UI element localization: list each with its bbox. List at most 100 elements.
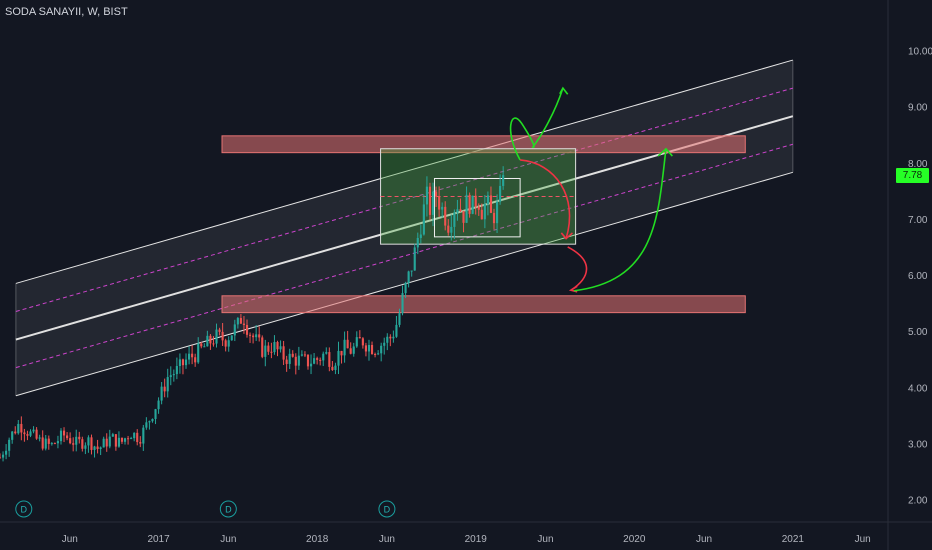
candle-body	[291, 353, 294, 357]
y-tick-label: 5.00	[908, 327, 928, 338]
x-tick-label: Jun	[696, 534, 712, 545]
candle-body	[444, 206, 447, 226]
candle-body	[306, 354, 310, 367]
x-tick-label: 2018	[306, 534, 329, 545]
candle-body	[416, 237, 419, 248]
resistance-zone-2	[221, 295, 746, 314]
candle-body	[367, 344, 371, 352]
candle-body	[215, 329, 218, 344]
candle-body	[32, 429, 35, 432]
candle-body	[282, 346, 285, 360]
candle-body	[84, 445, 87, 449]
candle-body	[93, 446, 96, 450]
candle-body	[431, 191, 435, 215]
candle-body	[264, 345, 267, 357]
candle-body	[148, 421, 151, 423]
candle-body	[169, 375, 172, 378]
candle-body	[495, 201, 499, 224]
candle-body	[236, 318, 239, 325]
candle-body	[441, 206, 444, 210]
candle-body	[1, 454, 5, 458]
candle-body	[224, 340, 227, 347]
candle-body	[309, 363, 313, 367]
candle-body	[38, 437, 41, 439]
candle-body	[279, 346, 282, 350]
candle-body	[218, 329, 221, 332]
candle-body	[209, 335, 212, 344]
candle-body	[322, 353, 325, 361]
dividend-marker	[219, 500, 237, 518]
y-tick-label: 6.00	[908, 271, 928, 282]
candle-body	[422, 204, 425, 235]
candle-body	[111, 434, 114, 437]
dividend-marker	[15, 500, 33, 518]
candle-body	[206, 335, 209, 347]
candle-body	[328, 352, 331, 367]
candle-body	[47, 438, 50, 444]
chart-title: SODA SANAYII, W, BIST	[5, 6, 128, 18]
candle-body	[273, 342, 276, 353]
candle-body	[383, 342, 386, 346]
candle-body	[261, 337, 264, 357]
recovery-arrow	[573, 148, 667, 292]
candle-body	[0, 457, 2, 459]
candle-body	[474, 195, 477, 207]
candle-body	[53, 443, 56, 445]
candle-body	[343, 339, 346, 356]
candle-body	[20, 423, 23, 433]
candle-body	[172, 374, 175, 376]
candle-body	[50, 443, 53, 445]
candle-body	[239, 318, 242, 324]
candle-body	[160, 386, 163, 401]
candle-body	[316, 358, 319, 360]
x-tick-label: Jun	[855, 534, 871, 545]
candle-body	[380, 345, 383, 354]
x-tick-label: Jun	[62, 534, 78, 545]
candle-body	[361, 338, 364, 346]
candle-body	[87, 437, 90, 446]
candle-body	[300, 354, 303, 356]
candle-body	[303, 354, 307, 356]
candle-body	[288, 353, 291, 364]
candle-body	[233, 324, 236, 336]
channel-upper-line	[15, 59, 793, 284]
y-tick-label: 7.00	[908, 215, 928, 226]
candle-body	[349, 348, 352, 354]
candle-body	[453, 212, 456, 227]
candle-body	[75, 436, 78, 445]
candle-body	[331, 366, 334, 370]
candle-body	[212, 343, 215, 345]
candle-body	[486, 195, 489, 205]
candle-body	[425, 186, 428, 205]
candle-body	[407, 271, 410, 283]
inner-box	[433, 177, 521, 238]
x-tick-label: Jun	[379, 534, 395, 545]
candle-body	[175, 366, 178, 375]
candle-body	[181, 359, 185, 366]
candle-body	[252, 335, 255, 338]
candle-body	[242, 323, 246, 325]
resistance-zones	[221, 135, 746, 314]
candle-body	[346, 339, 349, 349]
candle-body	[230, 335, 233, 341]
range-boxes	[380, 148, 577, 245]
candle-body	[133, 432, 136, 439]
candle-body	[35, 429, 38, 439]
candle-body	[163, 386, 166, 392]
x-tick-label: 2019	[465, 534, 488, 545]
breakout-arrow-head	[559, 86, 569, 95]
x-tick-label: 2021	[782, 534, 805, 545]
candle-body	[23, 432, 26, 435]
candle-body	[166, 377, 169, 392]
candle-body	[78, 436, 81, 440]
candle-body	[285, 359, 288, 364]
candle-body	[248, 334, 252, 336]
candle-body	[386, 336, 389, 343]
candle-body	[99, 447, 102, 449]
x-tick-label: 2020	[623, 534, 646, 545]
candle-body	[62, 430, 66, 436]
y-tick-label: 8.00	[908, 159, 928, 170]
candle-body	[258, 334, 261, 338]
